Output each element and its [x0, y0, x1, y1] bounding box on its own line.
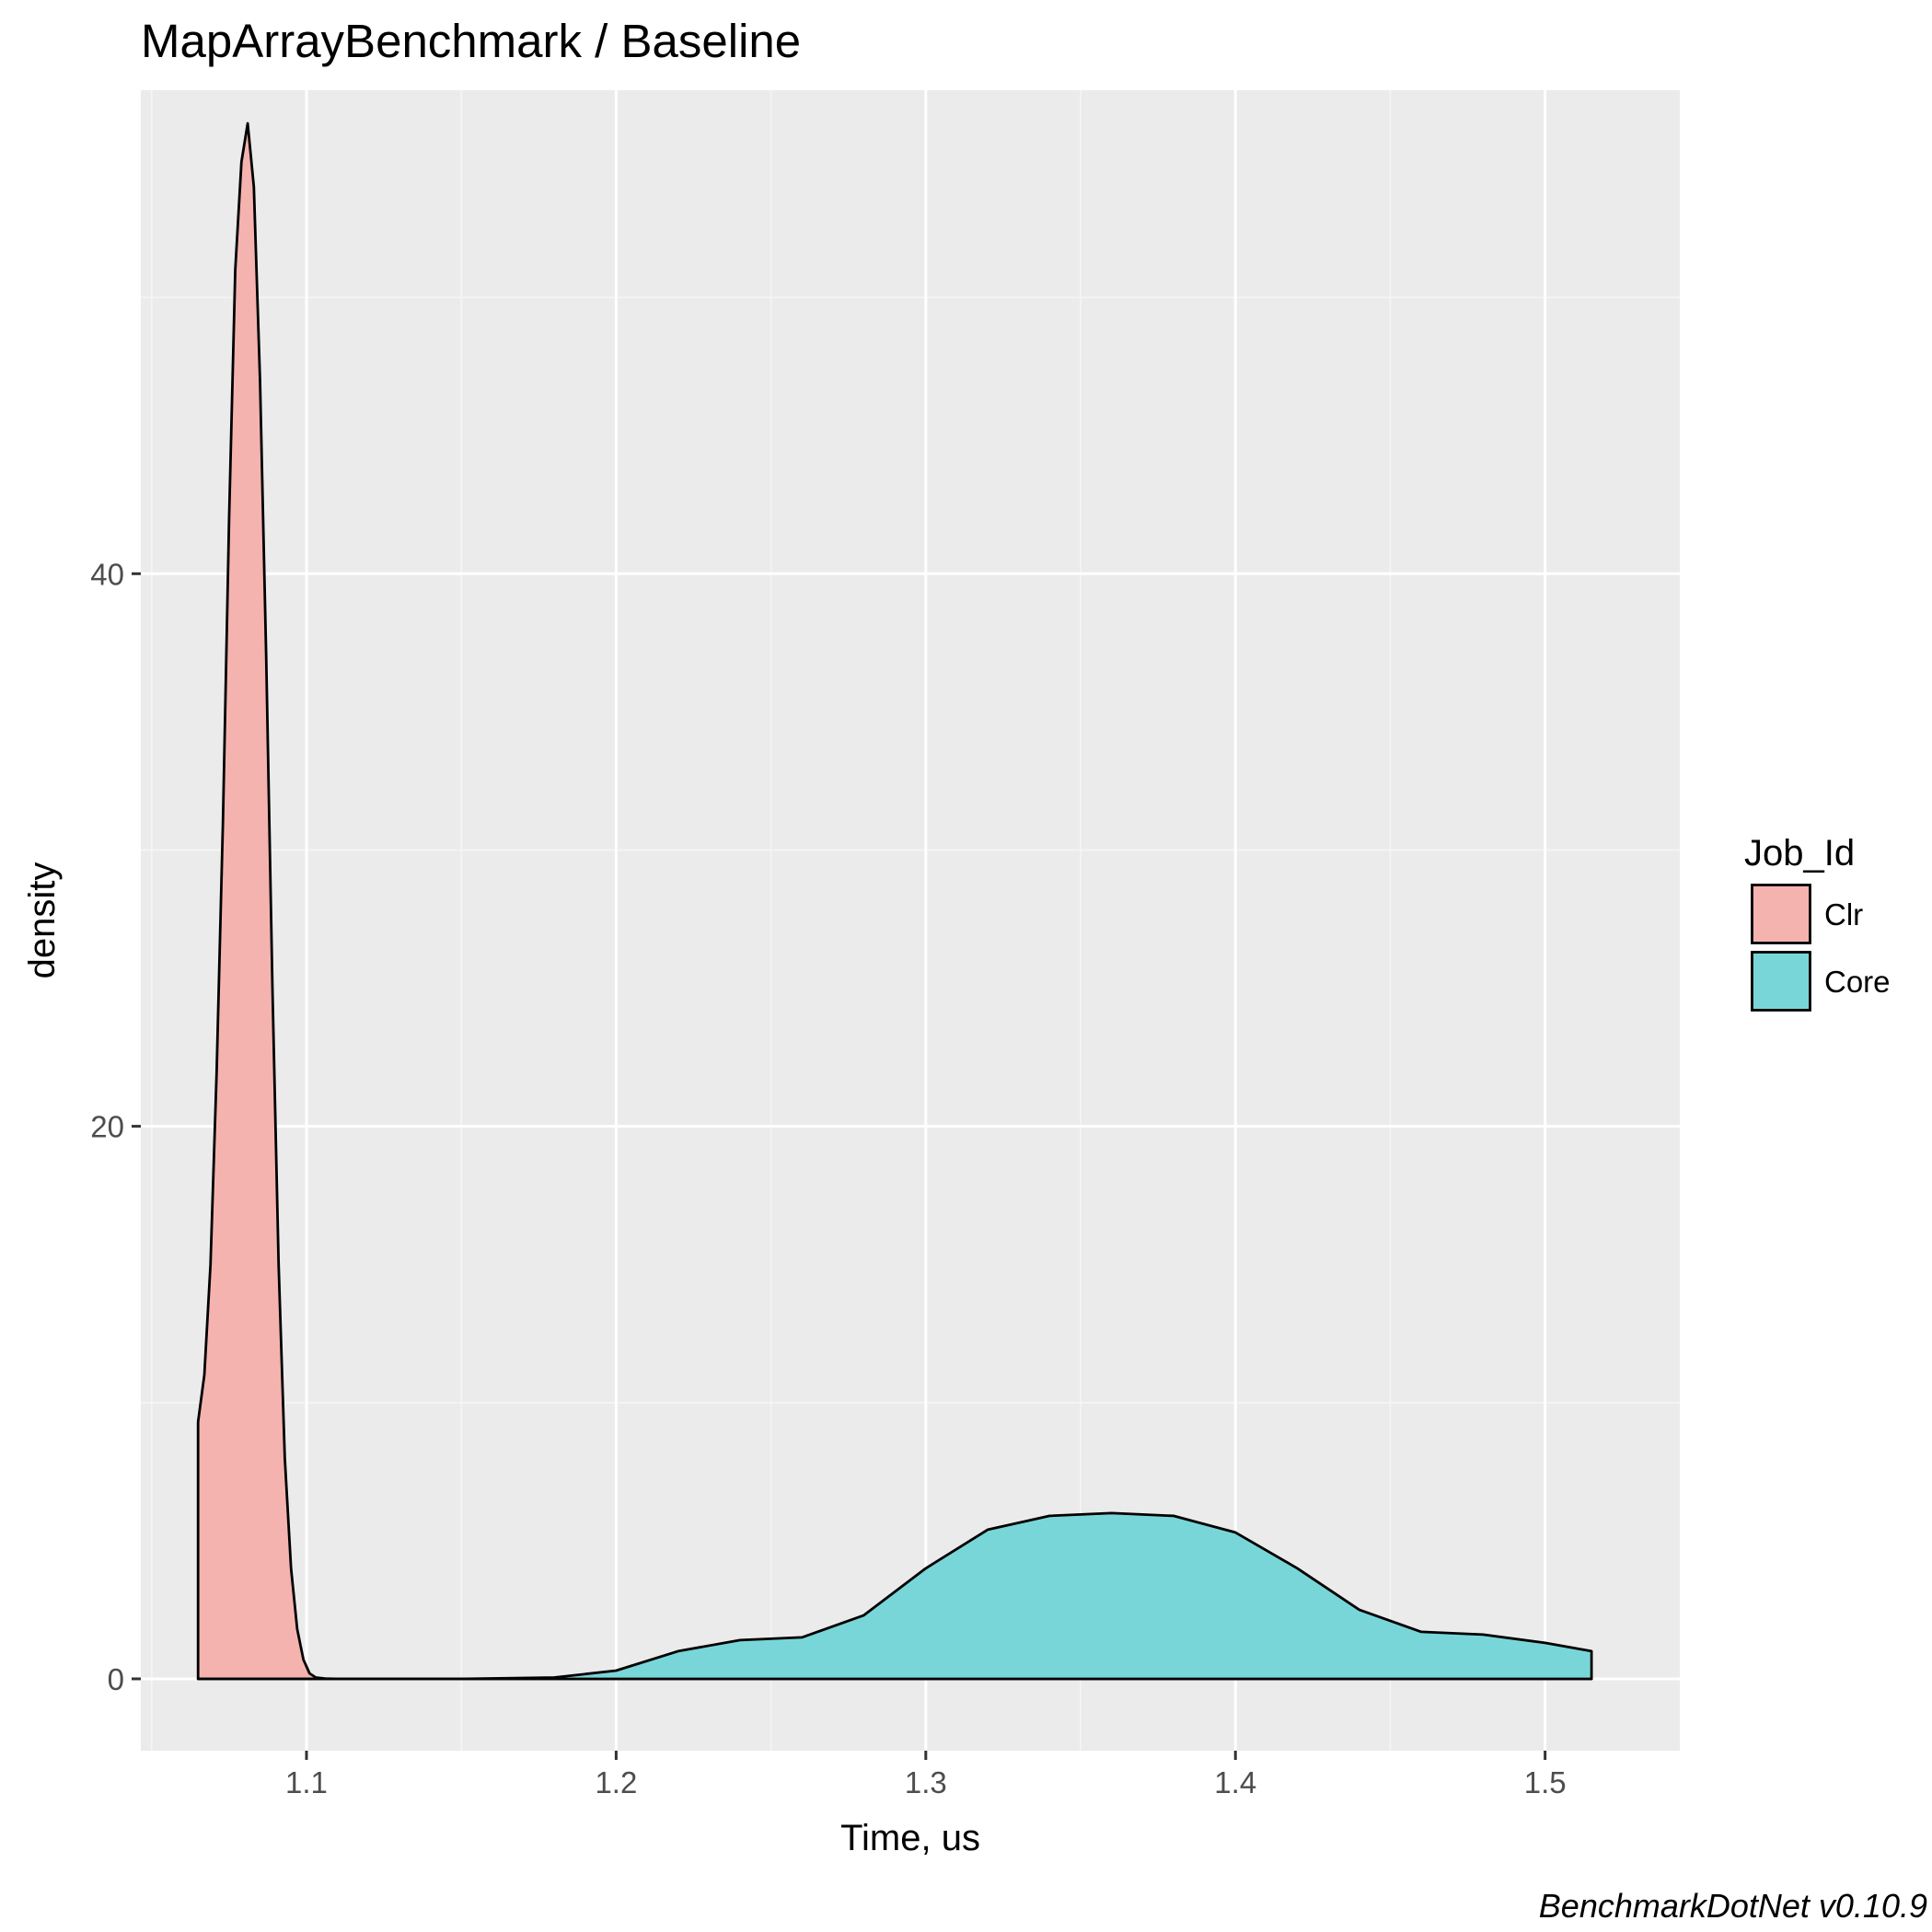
legend-label-clr: Clr — [1824, 897, 1863, 931]
legend-label-core: Core — [1824, 965, 1891, 999]
caption: BenchmarkDotNet v0.10.9 — [1539, 1887, 1927, 1925]
chart-title: MapArrayBenchmark / Baseline — [141, 15, 801, 67]
y-tick-label-1: 20 — [90, 1110, 124, 1144]
x-tick-label-2: 1.3 — [905, 1765, 947, 1799]
y-tick-label-0: 0 — [108, 1662, 124, 1696]
legend-title: Job_Id — [1744, 833, 1855, 873]
x-axis: 1.1 1.2 1.3 1.4 1.5 — [285, 1751, 1567, 1799]
x-tick-label-0: 1.1 — [285, 1765, 328, 1799]
x-tick-label-3: 1.4 — [1214, 1765, 1256, 1799]
legend: Job_Id Clr Core — [1744, 833, 1891, 1012]
y-axis: 0 20 40 — [90, 557, 141, 1696]
density-area-core — [196, 1511, 1593, 1681]
legend-swatch-clr — [1751, 884, 1811, 944]
x-tick-label-1: 1.2 — [595, 1765, 637, 1799]
x-axis-title: Time, us — [840, 1818, 980, 1858]
density-series — [196, 121, 1593, 1681]
y-axis-title: density — [22, 862, 63, 979]
legend-swatch-core — [1751, 951, 1811, 1012]
minor-gridlines — [141, 90, 1680, 1751]
x-tick-label-4: 1.5 — [1524, 1765, 1567, 1799]
legend-items: Clr Core — [1751, 884, 1891, 1012]
plot-panel — [141, 90, 1680, 1751]
y-tick-label-2: 40 — [90, 557, 124, 591]
